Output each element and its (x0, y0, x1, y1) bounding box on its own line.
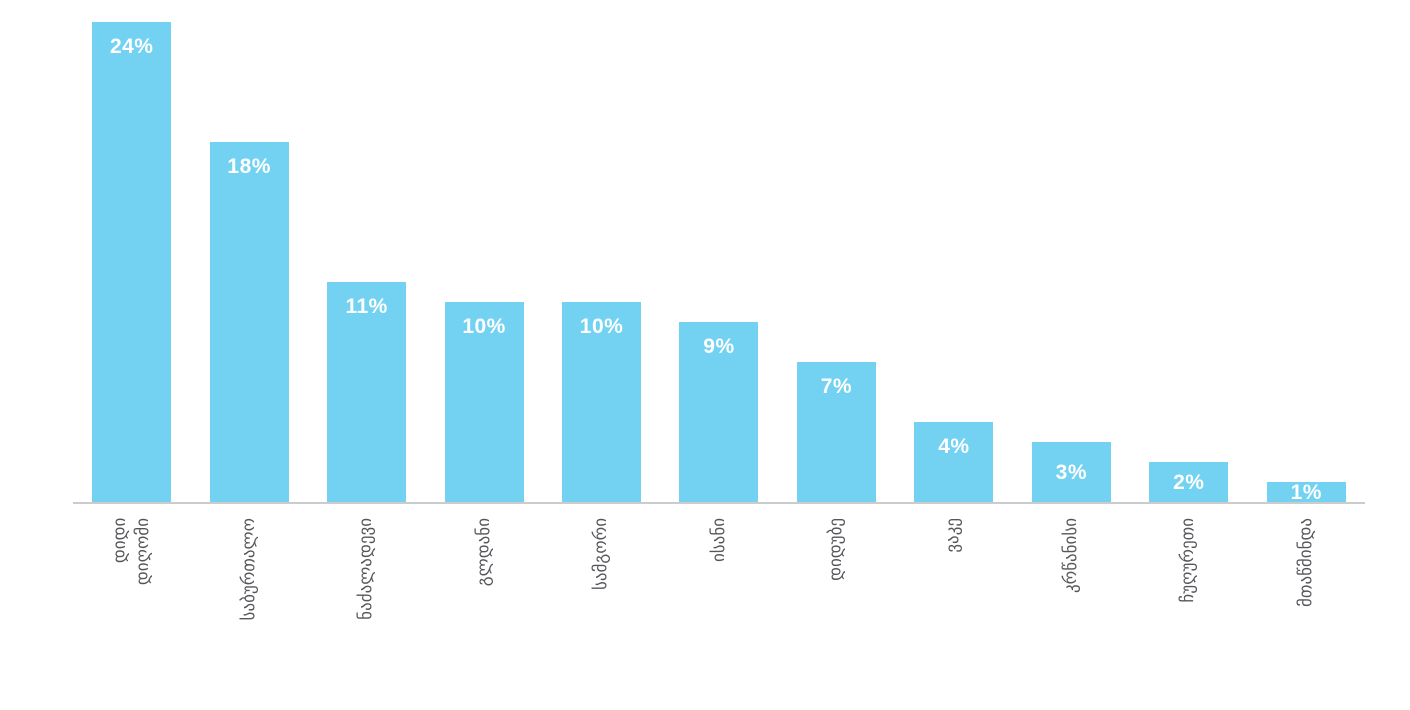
bar-value-label: 10% (579, 315, 624, 338)
bar-column: 18% (190, 142, 307, 502)
bar: 11% (327, 282, 407, 502)
bar-column: 9% (660, 322, 777, 502)
tick-cell: ნაძალადევი (308, 518, 425, 700)
bar-column: 11% (308, 282, 425, 502)
bar-column: 4% (895, 422, 1012, 502)
bar-column: 7% (778, 362, 895, 502)
bar-value-label: 11% (345, 295, 388, 318)
x-tick-label: გლდანი (473, 518, 494, 587)
x-tick-label: მთაწმინდა (1295, 518, 1316, 608)
bar-value-label: 3% (1055, 460, 1088, 484)
tick-cell: საბურთალო (190, 518, 307, 700)
bar-column: 10% (543, 302, 660, 502)
bar: 7% (796, 362, 876, 502)
tick-cell: დიდუბე (778, 518, 895, 700)
tick-cell: ჩუღურეთი (1130, 518, 1247, 700)
bar-value-label: 9% (703, 335, 735, 358)
bar-column: 2% (1130, 462, 1247, 502)
x-tick-label: ჩუღურეთი (1178, 518, 1199, 603)
tick-cell: კრწანისი (1013, 518, 1130, 700)
tick-cell: გლდანი (425, 518, 542, 700)
x-axis-labels: დიდი დიღომი საბურთალო ნაძალადევი გლდანი სამგ… (73, 504, 1365, 700)
bar: 10% (444, 302, 524, 502)
bar-value-label: 2% (1173, 470, 1205, 494)
tick-cell: ვაკე (895, 518, 1012, 700)
bar-column: 24% (73, 22, 190, 502)
bar-column: 3% (1013, 442, 1130, 502)
x-axis-line (73, 502, 1365, 504)
x-tick-label: დიდი დიღომი (109, 518, 153, 586)
bar: 10% (562, 302, 642, 502)
x-tick-label: კრწანისი (1060, 518, 1081, 593)
bar-column: 1% (1248, 480, 1365, 504)
bar: 9% (679, 322, 759, 502)
bar-value-label: 24% (109, 35, 154, 58)
bar: 1% (1266, 480, 1346, 504)
bar: 18% (209, 142, 289, 502)
x-tick-label: ნაძალადევი (356, 518, 377, 620)
bar-chart: 24% 18% 11% 10% 10% 9% 7% 4% 3% 2% 1% დიდი დიღომი ს… (73, 22, 1365, 700)
x-tick-label: ვაკე (943, 518, 964, 553)
plot-area: 24% 18% 11% 10% 10% 9% 7% 4% 3% 2% 1% (73, 22, 1365, 504)
bar-value-label: 18% (227, 155, 271, 178)
x-tick-label: დიდუბე (825, 518, 846, 581)
bar: 4% (914, 422, 994, 502)
x-tick-label: ისანი (708, 518, 729, 562)
bar: 2% (1149, 462, 1229, 502)
bar-value-label: 4% (938, 435, 970, 458)
tick-cell: მთაწმინდა (1248, 518, 1365, 700)
tick-cell: ისანი (660, 518, 777, 700)
bar-column: 10% (425, 302, 542, 502)
bar: 3% (1031, 442, 1111, 502)
bar-value-label: 1% (1290, 480, 1322, 504)
bar-value-label: 7% (820, 375, 853, 398)
x-tick-label: სამგორი (591, 518, 612, 590)
tick-cell: დიდი დიღომი (73, 518, 190, 700)
x-tick-label: საბურთალო (238, 518, 259, 621)
tick-cell: სამგორი (543, 518, 660, 700)
bar-value-label: 10% (462, 315, 506, 338)
bar: 24% (92, 22, 172, 502)
